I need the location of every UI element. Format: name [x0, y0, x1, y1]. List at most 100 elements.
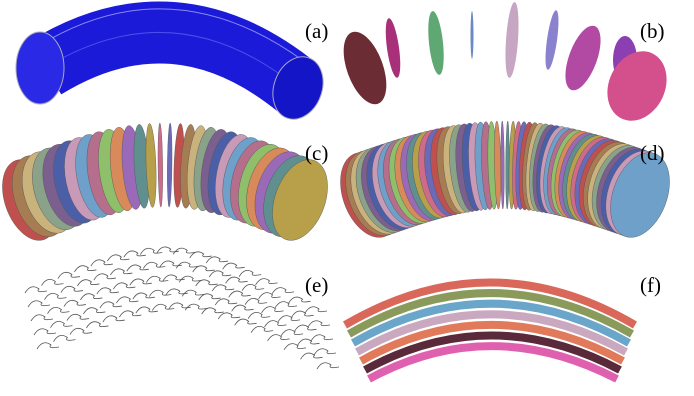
stroke [229, 291, 251, 297]
stroke [317, 363, 339, 369]
stroke [262, 307, 284, 313]
stroke [169, 303, 191, 309]
stroke [295, 325, 317, 331]
stroke [268, 335, 290, 341]
stroke [265, 321, 287, 327]
tube [45, 32, 298, 88]
stroke [58, 272, 80, 278]
stroke [292, 311, 314, 317]
panel-label: (f) [640, 273, 661, 297]
stroke [34, 329, 56, 335]
stroke [86, 322, 108, 328]
stroke [242, 284, 264, 290]
stroke [47, 307, 69, 313]
stroke [248, 312, 270, 318]
stroke [281, 330, 303, 336]
stroke [77, 280, 99, 286]
stroke [305, 307, 327, 313]
slice [505, 121, 509, 209]
stroke [308, 321, 330, 327]
slice [471, 11, 474, 59]
stroke [251, 326, 273, 332]
stroke [70, 328, 92, 334]
stroke [272, 288, 294, 294]
stroke [143, 262, 165, 268]
panel-label: (c) [305, 141, 328, 165]
stroke [232, 305, 254, 311]
stroke [31, 315, 53, 321]
stroke [80, 294, 102, 300]
stroke [206, 257, 228, 263]
stroke [74, 266, 96, 272]
slice [558, 21, 608, 94]
stroke [53, 335, 75, 341]
stroke [64, 300, 86, 306]
stroke [28, 301, 50, 307]
slice [426, 10, 447, 75]
slice [383, 17, 403, 78]
stroke [110, 269, 132, 275]
stroke [218, 313, 240, 319]
stroke [226, 277, 248, 283]
stroke [91, 260, 113, 266]
stroke [223, 263, 245, 269]
stroke [37, 343, 59, 349]
stroke [107, 255, 129, 261]
slice [158, 123, 164, 207]
slice [596, 42, 677, 131]
stroke [100, 302, 122, 308]
stroke [239, 270, 261, 276]
stroke [278, 316, 300, 322]
stroke [50, 321, 72, 327]
panel-e: (e) [25, 247, 339, 369]
stroke [259, 293, 281, 299]
stroke [25, 287, 47, 293]
stroke [157, 247, 179, 253]
slice [543, 10, 561, 71]
stroke [67, 314, 89, 320]
stroke [235, 319, 257, 325]
stroke [163, 275, 185, 281]
stroke [284, 344, 306, 350]
panel-c: (c) [0, 123, 338, 248]
stroke [119, 311, 141, 317]
stroke [113, 283, 135, 289]
stroke [146, 276, 168, 282]
tube-end [16, 32, 64, 104]
slice [501, 121, 505, 209]
stroke [215, 299, 237, 305]
stroke [94, 274, 116, 280]
panel-label: (b) [640, 19, 665, 43]
slice [503, 2, 520, 79]
stroke [301, 353, 323, 359]
stroke [311, 335, 333, 341]
stroke [97, 288, 119, 294]
stroke [152, 304, 174, 310]
panel-label: (a) [305, 19, 328, 43]
stroke [41, 279, 63, 285]
stroke [61, 286, 83, 292]
stroke [256, 279, 278, 285]
panel-label: (d) [640, 141, 665, 165]
stroke [149, 290, 171, 296]
stroke [245, 298, 267, 304]
stroke [275, 302, 297, 308]
slice [167, 123, 173, 207]
stroke [44, 293, 66, 299]
stroke [160, 261, 182, 267]
stroke [212, 285, 234, 291]
panel-b: (b) [335, 2, 678, 131]
slice [335, 26, 395, 110]
stroke [116, 297, 138, 303]
stroke [314, 349, 336, 355]
panel-f: (f) [345, 273, 661, 379]
stroke [209, 271, 231, 277]
stroke [298, 339, 320, 345]
panel-a: (a) [16, 9, 331, 126]
figure: (a) (b) (c) (d) (e) (f) [0, 0, 694, 396]
stroke [103, 316, 125, 322]
stroke [289, 297, 311, 303]
stroke [166, 289, 188, 295]
stroke [83, 308, 105, 314]
stroke [140, 248, 162, 254]
